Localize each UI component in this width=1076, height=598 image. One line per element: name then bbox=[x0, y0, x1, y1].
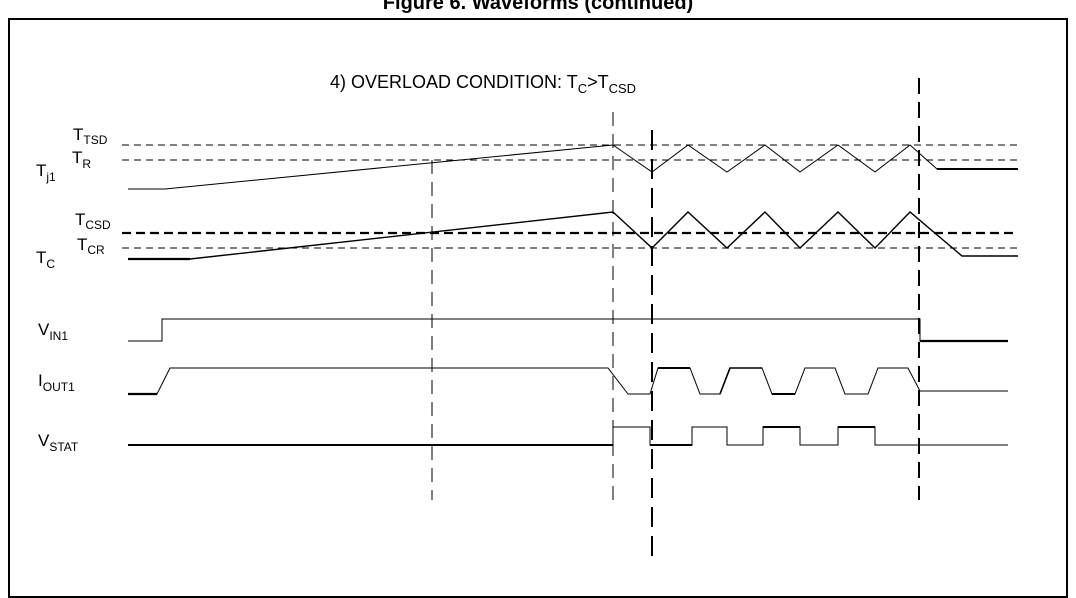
waveform-diagram: 4) OVERLOAD CONDITION: TC>TCSD TTSD TR T… bbox=[36, 72, 1018, 560]
tj1-waveform bbox=[128, 144, 1018, 190]
label-tc: TC bbox=[36, 248, 55, 271]
tc-waveform bbox=[128, 211, 1018, 260]
label-tcsd: TCSD bbox=[75, 210, 111, 232]
label-tr: TR bbox=[72, 148, 91, 171]
label-tj1: Tj1 bbox=[36, 161, 56, 184]
label-ttsd: TTSD bbox=[73, 125, 108, 147]
label-iout1: IOUT1 bbox=[38, 371, 75, 394]
label-tcr: TCR bbox=[77, 235, 105, 257]
iout1-waveform bbox=[128, 367, 1008, 395]
vstat-waveform bbox=[128, 426, 1008, 446]
condition-heading: 4) OVERLOAD CONDITION: TC>TCSD bbox=[330, 72, 636, 96]
iout1-pulse-2 bbox=[719, 367, 762, 395]
label-vin1: VIN1 bbox=[38, 320, 68, 343]
label-vstat: VSTAT bbox=[38, 431, 79, 454]
figure-title: Figure 6. Waveforms (continued) bbox=[382, 0, 694, 14]
vin1-waveform bbox=[128, 318, 1008, 342]
